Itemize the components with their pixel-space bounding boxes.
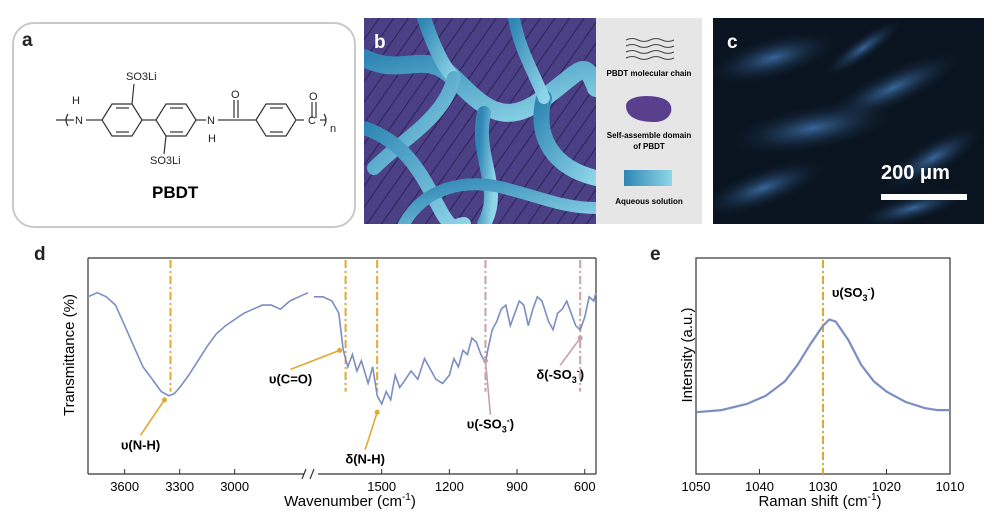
d-annotation-arrowhead: [482, 358, 488, 364]
benzene-ring-3: [255, 103, 297, 137]
d-annotation-arrow: [364, 411, 378, 450]
d-series-line: [314, 292, 597, 406]
nh-left-n: N: [75, 115, 83, 127]
e-series-line: [695, 318, 950, 414]
panel-e-letter: e: [650, 244, 661, 265]
ftir-chart: Transmittance (%) Wavenumber (cm-1) 3600…: [61, 257, 597, 510]
e-ylabel: Intensity (a.u.): [679, 307, 696, 402]
d-annotation-arrow: [559, 337, 581, 366]
d-tick-label: 1500: [367, 479, 396, 494]
d-annotation-arrow: [139, 399, 166, 436]
panel-b-figure: PBDT molecular chain Self-assemble domai…: [364, 18, 702, 224]
d-annotation-label: υ(N-H): [121, 437, 160, 452]
d-tick-label: 3000: [220, 479, 249, 494]
d-tick-label: 600: [574, 479, 596, 494]
d-annotation-arrowhead: [577, 335, 583, 341]
d-annotation-label: υ(C=O): [269, 371, 312, 386]
panel-c-letter: c: [727, 32, 738, 53]
panel-a-frame: [12, 22, 356, 228]
nh-right-n: N: [207, 115, 215, 127]
d-axis-break: [301, 468, 315, 480]
d-series-line: [87, 291, 309, 397]
nh-left-h: H: [72, 95, 80, 107]
d-tick-label: 1200: [435, 479, 464, 494]
e-tick-label: 1040: [745, 479, 774, 494]
e-annotation-label: υ(SO3-): [832, 284, 875, 303]
d-annotation-arrowhead: [374, 409, 380, 415]
nh-right-h: H: [208, 133, 216, 145]
repeat-n: n: [330, 123, 336, 135]
d-tick-label: 900: [506, 479, 528, 494]
scale-bar-label: 200 μm: [881, 162, 950, 184]
d-tick-label: 3300: [165, 479, 194, 494]
domain-schematic: PBDT molecular chain Self-assemble domai…: [364, 18, 702, 224]
panel-b-letter: b: [374, 32, 386, 53]
e-tick-label: 1010: [936, 479, 965, 494]
d-annotation-arrow: [290, 349, 340, 371]
panel-d-letter: d: [34, 244, 46, 265]
e-tick-label: 1020: [872, 479, 901, 494]
d-annotation-arrowhead: [162, 397, 167, 403]
d-annotation-label: δ(N-H): [345, 452, 385, 467]
purple-blob-icon: [626, 96, 672, 122]
d-ylabel: Transmittance (%): [61, 294, 78, 416]
benzene-ring-1: [101, 103, 143, 137]
d-annotation-arrow: [484, 360, 492, 415]
right-bracket: [323, 113, 327, 127]
scale-bar: [881, 194, 967, 200]
carbonyl-c: C: [308, 115, 316, 127]
d-xlabel: Wavenumber (cm-1): [284, 492, 416, 510]
panel-c-micrograph: c 200 μm: [713, 18, 984, 224]
d-annotation-label: υ(-SO3-): [467, 416, 514, 435]
so3li-top-label: SO3Li: [126, 71, 157, 83]
d-annotation-arrowhead: [337, 347, 343, 353]
e-xlabel: Raman shift (cm-1): [758, 492, 881, 510]
legend-label-chain: PBDT molecular chain: [607, 69, 692, 78]
legend-label-aqueous: Aqueous solution: [615, 197, 683, 206]
so3li-bottom-label: SO3Li: [150, 155, 181, 167]
legend-label-domain: Self-assemble domain of PBDT: [607, 131, 692, 151]
aqueous-channels: [364, 18, 605, 224]
e-tick-label: 1050: [682, 479, 711, 494]
wavy-lines-icon: [625, 38, 675, 60]
d-tick-label: 3600: [110, 479, 139, 494]
carbonyl-o-2: O: [309, 91, 318, 103]
raman-chart: Intensity (a.u.) Raman shift (cm-1) 1050…: [679, 257, 965, 510]
blue-gradient-swatch-icon: [624, 170, 672, 186]
pbdt-title: PBDT: [152, 183, 199, 202]
pbdt-structure: H N SO3Li SO3Li N H O O C n PBDT: [56, 71, 336, 202]
d-annotation-label: δ(-SO3-): [536, 366, 584, 385]
e-tick-label: 1030: [809, 479, 838, 494]
polarized-micrograph: [713, 18, 984, 224]
carbonyl-o-1: O: [231, 89, 240, 101]
benzene-ring-2: [155, 103, 197, 137]
